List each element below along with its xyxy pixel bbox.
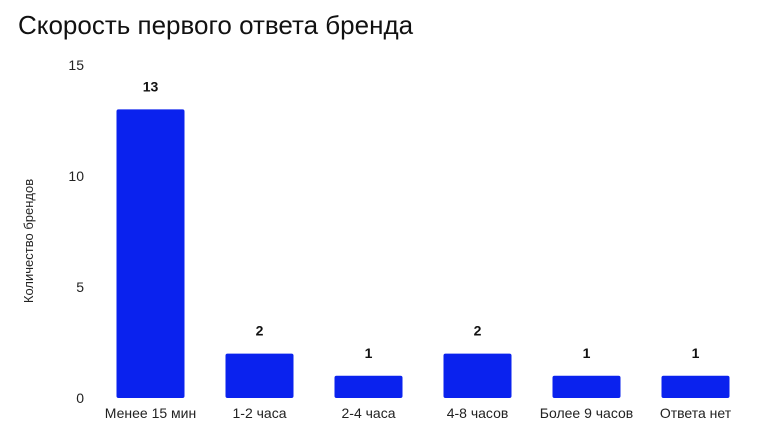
data-label: 1	[365, 345, 373, 361]
y-axis-ticks: 0 5 10 15	[68, 57, 84, 406]
bar	[116, 109, 185, 399]
x-tick-label: Ответа нет	[660, 405, 732, 421]
y-tick-label: 15	[68, 57, 84, 73]
bar	[443, 353, 512, 398]
x-tick-label: Более 9 часов	[540, 405, 633, 421]
x-axis-labels: Менее 15 мин 1-2 часа 2-4 часа 4-8 часов Бол…	[105, 405, 732, 421]
bar	[334, 375, 403, 398]
data-label: 2	[256, 323, 264, 339]
y-axis-title: Количество брендов	[21, 179, 36, 303]
x-tick-label: 1-2 часа	[233, 405, 287, 421]
data-label: 1	[692, 345, 700, 361]
data-label: 13	[143, 78, 159, 94]
y-tick-label: 5	[76, 279, 84, 295]
data-label: 1	[583, 345, 591, 361]
x-tick-label: Менее 15 мин	[105, 405, 196, 421]
bar	[552, 375, 621, 398]
bars-group	[116, 109, 730, 399]
bar	[225, 353, 294, 398]
y-axis-title-group: Количество брендов	[21, 179, 36, 303]
bar	[661, 375, 730, 398]
y-tick-label: 0	[76, 390, 84, 406]
x-tick-label: 4-8 часов	[447, 405, 509, 421]
chart-title: Скорость первого ответа бренда	[18, 10, 414, 40]
x-tick-label: 2-4 часа	[342, 405, 396, 421]
y-tick-label: 10	[68, 168, 84, 184]
data-labels-group: 13 2 1 2 1 1	[143, 78, 700, 360]
data-label: 2	[474, 323, 482, 339]
